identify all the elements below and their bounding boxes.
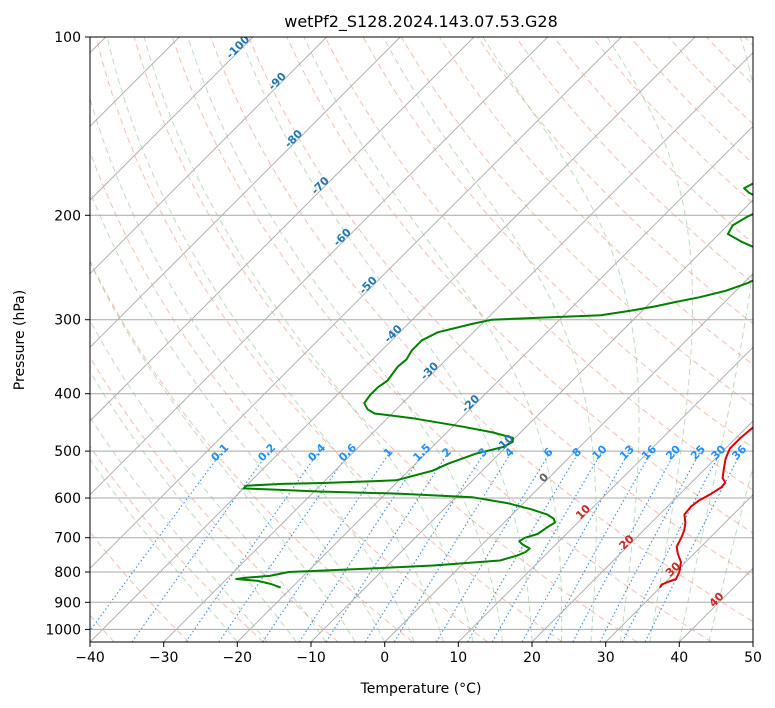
- moist-adiabat: [90, 96, 415, 642]
- x-tick-label: −30: [149, 650, 179, 666]
- moist-adiabats: [90, 37, 753, 642]
- dry-adiabat: [95, 37, 563, 642]
- mixing-ratio-line: [185, 450, 320, 642]
- dry-adiabat: [133, 37, 638, 642]
- mixing-ratio-line: [131, 450, 270, 642]
- x-tick-label: −20: [223, 650, 253, 666]
- mixing-ratio-line: [521, 450, 630, 642]
- x-tick-label: −40: [75, 650, 105, 666]
- isotherm-line: [90, 37, 475, 422]
- moist-adiabat: [90, 370, 297, 642]
- mixing-ratio-line: [545, 450, 653, 642]
- profile-series: [235, 182, 753, 589]
- temperature-profile: [659, 426, 753, 589]
- mixing-ratio-line: [393, 450, 513, 642]
- moist-adiabat: [143, 37, 474, 642]
- y-tick-label: 500: [54, 444, 81, 460]
- y-tick-label: 1000: [45, 622, 81, 638]
- isotherm-line: [90, 37, 254, 201]
- x-tick-label: 20: [523, 650, 541, 666]
- moist-adiabat: [678, 37, 753, 642]
- mixing-ratio-line: [644, 450, 743, 642]
- isotherm-line: [163, 51, 753, 642]
- dry-adiabat: [90, 445, 264, 642]
- y-tick-label: 100: [54, 30, 81, 46]
- isotherm-line: [90, 37, 696, 642]
- chart-title: wetPf2_S128.2024.143.07.53.G28: [284, 12, 558, 32]
- isotherm-line: [605, 493, 753, 642]
- y-tick-label: 700: [54, 531, 81, 547]
- moist-adiabat: [90, 416, 268, 642]
- x-tick-label: 30: [597, 650, 615, 666]
- x-tick-label: 40: [670, 650, 688, 666]
- y-tick-label: 600: [54, 491, 81, 507]
- dry-adiabat: [210, 37, 753, 623]
- moist-adiabat: [90, 319, 327, 642]
- moist-adiabat: [187, 37, 503, 642]
- y-tick-label: 200: [54, 208, 81, 224]
- y-tick-label: 900: [54, 595, 81, 611]
- isotherm-line: [384, 272, 753, 642]
- y-axis-label: Pressure (hPa): [12, 290, 28, 390]
- isotherm-line: [90, 37, 622, 570]
- dry-adiabat: [286, 37, 753, 534]
- isotherm-line: [236, 125, 753, 642]
- x-tick-label: 0: [380, 650, 389, 666]
- y-tick-label: 300: [54, 313, 81, 329]
- x-tick-label: 50: [744, 650, 762, 666]
- moist-adiabat: [708, 465, 753, 642]
- dry-adiabat: [171, 37, 712, 642]
- plot-frame: [89, 36, 754, 643]
- y-axis-ticks: 100 200 300 400 500 600 700 800 900 1000: [45, 30, 90, 638]
- dry-adiabat: [90, 356, 339, 642]
- mixing-ratio-line: [90, 450, 223, 632]
- moist-adiabat: [90, 458, 238, 642]
- pressure-gridlines: [90, 37, 753, 630]
- moist-adiabat: [303, 37, 563, 642]
- x-axis-ticks: −40 −30 −20 −10 0 10 20 30 40 50: [75, 642, 762, 666]
- isotherm-lines: [90, 37, 753, 642]
- x-axis-label: Temperature (°C): [360, 681, 482, 697]
- isotherm-line: [90, 37, 328, 275]
- dry-adiabat: [324, 37, 753, 491]
- isotherm-line: [310, 199, 753, 642]
- mixing-ratio-line: [325, 450, 450, 642]
- mixing-ratio-line: [218, 450, 351, 642]
- mixing-ratio-line: [262, 450, 392, 642]
- moist-adiabat: [606, 37, 693, 642]
- moist-adiabat: [482, 37, 640, 642]
- dry-adiabat: [248, 37, 753, 578]
- mixing-ratio-line: [572, 450, 677, 642]
- isotherm-line: [531, 420, 753, 642]
- dewpoint-profile: [235, 182, 753, 589]
- x-tick-label: −10: [296, 650, 326, 666]
- moist-adiabat: [239, 37, 533, 642]
- isotherm-line: [90, 37, 401, 349]
- moist-adiabat: [90, 189, 386, 642]
- moist-adiabat: [90, 260, 356, 642]
- dry-adiabat: [90, 259, 414, 642]
- y-tick-label: 800: [54, 565, 81, 581]
- moist-adiabat: [382, 37, 597, 642]
- isotherm-line: [90, 37, 549, 496]
- y-tick-label: 400: [54, 387, 81, 403]
- moist-adiabat: [106, 37, 445, 642]
- dry-adiabats: [90, 37, 753, 642]
- x-tick-label: 10: [449, 650, 467, 666]
- isotherm-line: [457, 346, 753, 642]
